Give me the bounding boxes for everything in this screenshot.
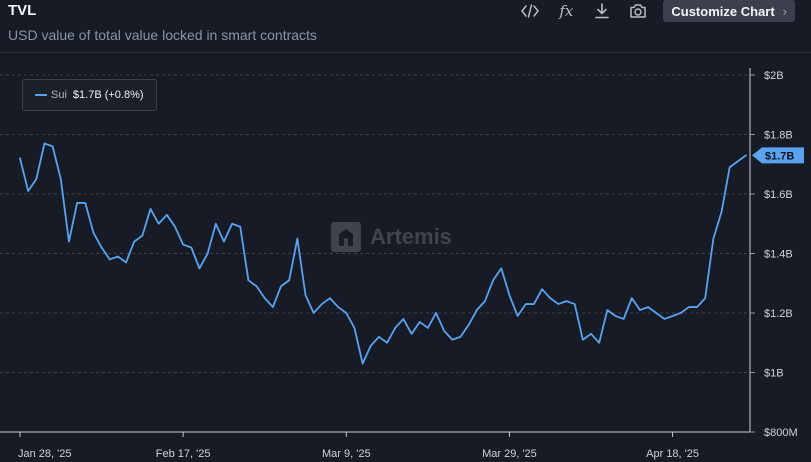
- y-tick-label: $1.4B: [764, 249, 793, 261]
- grid-lines: [0, 74, 750, 373]
- watermark: Artemis: [331, 222, 452, 252]
- y-tick-label: $800M: [764, 427, 798, 439]
- header-divider: [0, 52, 811, 53]
- code-icon[interactable]: [519, 1, 541, 21]
- camera-icon[interactable]: [627, 1, 649, 21]
- legend-series-value: $1.7B (+0.8%): [72, 89, 144, 101]
- x-tick-label: Jan 28, '25: [18, 448, 71, 460]
- watermark-text: Artemis: [370, 224, 452, 249]
- series-layer: [19, 142, 747, 365]
- series-line-sui: [19, 142, 747, 365]
- customize-chart-button[interactable]: Customize Chart ›: [663, 0, 795, 22]
- fx-icon[interactable]: fx: [559, 2, 574, 20]
- artemis-logo-icon: [331, 222, 361, 252]
- legend-series-name: Sui: [51, 89, 67, 101]
- customize-chart-label: Customize Chart: [671, 3, 775, 19]
- chart-subtitle: USD value of total value locked in smart…: [8, 27, 317, 43]
- chart-toolbar: fx Customize Chart ›: [519, 0, 811, 22]
- x-tick-label: Mar 29, '25: [482, 448, 537, 460]
- chevron-right-icon: ›: [782, 3, 787, 19]
- x-tick-label: Mar 9, '25: [322, 448, 371, 460]
- chart-title: TVL: [8, 2, 37, 19]
- y-tick-label: $1.8B: [764, 130, 793, 142]
- x-tick-label: Apr 18, '25: [646, 448, 699, 460]
- current-value-tag: [752, 147, 804, 164]
- y-tick-label: $1B: [764, 368, 784, 380]
- legend-swatch: [35, 94, 47, 96]
- x-tick-label: Feb 17, '25: [156, 448, 211, 460]
- y-tick-label: $1.6B: [764, 189, 793, 201]
- y-tick-label: $2B: [764, 70, 784, 82]
- current-value-label: $1.7B: [765, 150, 794, 162]
- chart-legend: Sui $1.7B (+0.8%): [22, 79, 157, 111]
- y-tick-label: $1.2B: [764, 308, 793, 320]
- download-icon[interactable]: [591, 1, 613, 21]
- axes: $800M $1B $1.2B $1.4B $1.6B $1.8B $2B Jan 28, '…: [0, 68, 804, 460]
